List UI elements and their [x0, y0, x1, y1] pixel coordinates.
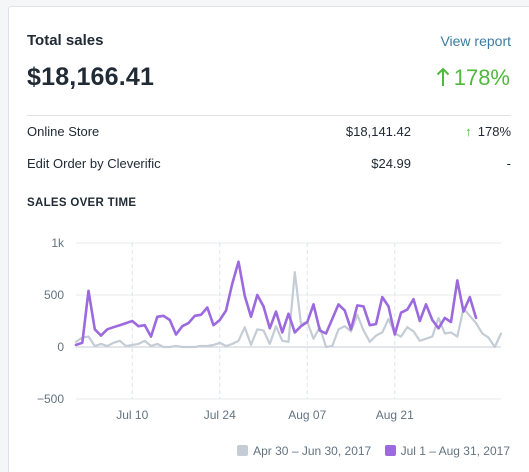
legend-item-current-period[interactable]: Jul 1 – Aug 31, 2017	[384, 444, 510, 458]
y-tick-label: 0	[57, 340, 64, 354]
card-header: Total sales View report	[27, 32, 511, 52]
y-tick-label: −500	[37, 392, 64, 406]
divider	[27, 115, 511, 116]
total-sales-value: $18,166.41	[27, 63, 155, 91]
sales-over-time-title: SALES OVER TIME	[27, 197, 137, 209]
x-tick-label: Aug 07	[288, 408, 326, 422]
arrow-up-icon	[436, 67, 449, 86]
legend-item-previous-period[interactable]: Apr 30 – Jun 30, 2017	[237, 444, 371, 458]
legend-label: Apr 30 – Jun 30, 2017	[253, 444, 372, 458]
card-title: Total sales	[27, 32, 104, 49]
legend-swatch	[384, 445, 396, 456]
channel-name: Online Store	[27, 124, 100, 139]
series-line-previous-period	[74, 270, 503, 349]
chart-legend: Apr 30 – Jun 30, 2017 Jul 1 – Aug 31, 20…	[227, 444, 510, 458]
x-tick-label: Jul 24	[204, 408, 236, 422]
arrow-up-icon: ↑	[465, 124, 472, 139]
y-tick-label: 500	[44, 288, 64, 302]
growth-percent: 178%	[453, 65, 510, 90]
channel-change: -	[506, 156, 511, 171]
x-tick-label: Aug 21	[376, 408, 414, 422]
y-tick-label: 1k	[51, 236, 65, 250]
sales-line-chart: 1k 500 0 −500 Jul 10 Jul 24 Aug 07 Aug 21	[37, 236, 503, 422]
breakdown-row-edit-order: Edit Order by Cleverific $24.99 -	[27, 156, 511, 174]
series-line-current-period	[74, 260, 478, 347]
legend-label: Jul 1 – Aug 31, 2017	[400, 444, 510, 458]
channel-amount: $24.99	[371, 156, 411, 171]
legend-swatch	[237, 445, 249, 456]
total-sales-card: Total sales View report $18,166.41 178% …	[8, 6, 529, 472]
channel-change-value: 178%	[477, 124, 511, 139]
breakdown-row-online-store: Online Store $18,141.42 ↑ 178%	[27, 124, 511, 142]
view-report-link[interactable]: View report	[440, 33, 511, 49]
x-tick-label: Jul 10	[116, 408, 148, 422]
channel-name: Edit Order by Cleverific	[27, 156, 161, 171]
channel-change: ↑ 178%	[465, 124, 511, 139]
channel-amount: $18,141.42	[345, 124, 411, 139]
growth-indicator: 178%	[436, 65, 510, 91]
